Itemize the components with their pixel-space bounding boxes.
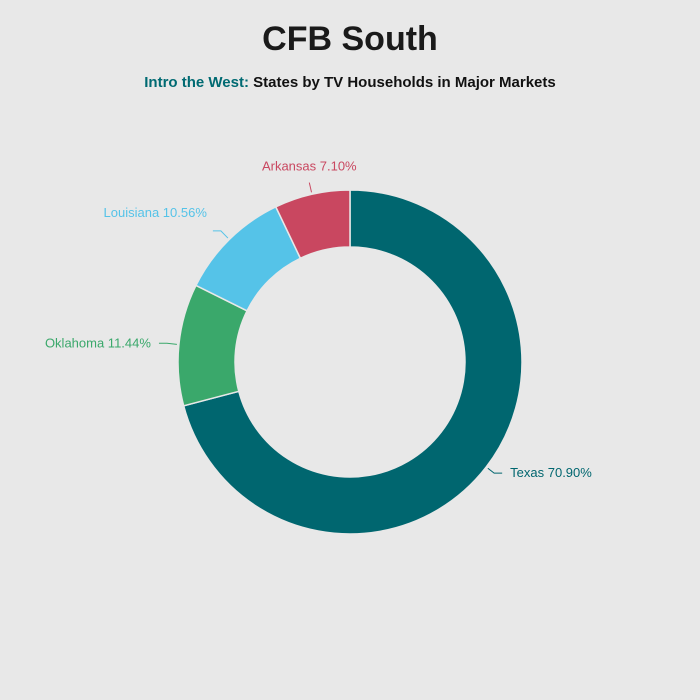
subtitle-text: States by TV Households in Major Markets xyxy=(253,74,556,91)
label-oklahoma: Oklahoma 11.44% xyxy=(45,335,151,350)
label-louisiana: Louisiana 10.56% xyxy=(104,205,208,220)
label-texas: Texas 70.90% xyxy=(510,465,592,480)
leader-louisiana xyxy=(212,230,229,239)
chart-title: CFB South xyxy=(262,20,438,58)
leader-texas xyxy=(487,467,503,474)
leader-oklahoma xyxy=(158,342,177,345)
chart-subtitle: Intro the West: States by TV Households … xyxy=(0,74,700,91)
slice-arkansas xyxy=(274,189,351,260)
subtitle-prefix: Intro the West: xyxy=(144,74,249,91)
slice-texas xyxy=(182,189,523,535)
leader-arkansas xyxy=(308,182,312,193)
label-arkansas: Arkansas 7.10% xyxy=(262,159,357,174)
